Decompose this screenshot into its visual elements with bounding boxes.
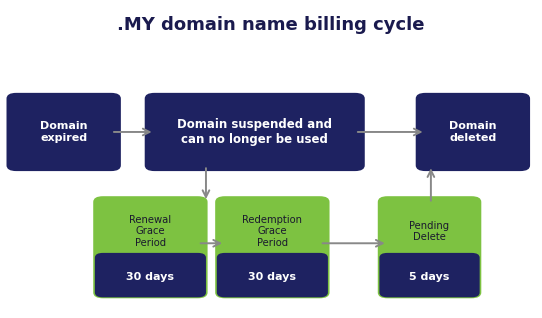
Text: Domain suspended and
can no longer be used: Domain suspended and can no longer be us… bbox=[177, 118, 332, 146]
FancyBboxPatch shape bbox=[145, 93, 365, 171]
Text: 30 days: 30 days bbox=[126, 272, 175, 282]
FancyBboxPatch shape bbox=[7, 93, 121, 171]
FancyBboxPatch shape bbox=[379, 253, 480, 297]
Text: .MY domain name billing cycle: .MY domain name billing cycle bbox=[117, 17, 425, 34]
FancyBboxPatch shape bbox=[217, 253, 328, 297]
Text: 30 days: 30 days bbox=[248, 272, 296, 282]
Text: 5 days: 5 days bbox=[409, 272, 450, 282]
Bar bbox=[388, 259, 472, 293]
FancyBboxPatch shape bbox=[378, 196, 481, 298]
Text: Domain
deleted: Domain deleted bbox=[449, 121, 496, 143]
FancyBboxPatch shape bbox=[215, 196, 330, 298]
Text: Redemption
Grace
Period: Redemption Grace Period bbox=[242, 215, 302, 248]
Bar bbox=[103, 259, 198, 293]
FancyBboxPatch shape bbox=[416, 93, 530, 171]
Text: Domain
expired: Domain expired bbox=[40, 121, 87, 143]
Text: Pending
Delete: Pending Delete bbox=[409, 221, 450, 242]
FancyBboxPatch shape bbox=[93, 196, 208, 298]
Bar bbox=[225, 259, 320, 293]
Text: Renewal
Grace
Period: Renewal Grace Period bbox=[130, 215, 171, 248]
FancyBboxPatch shape bbox=[95, 253, 206, 297]
